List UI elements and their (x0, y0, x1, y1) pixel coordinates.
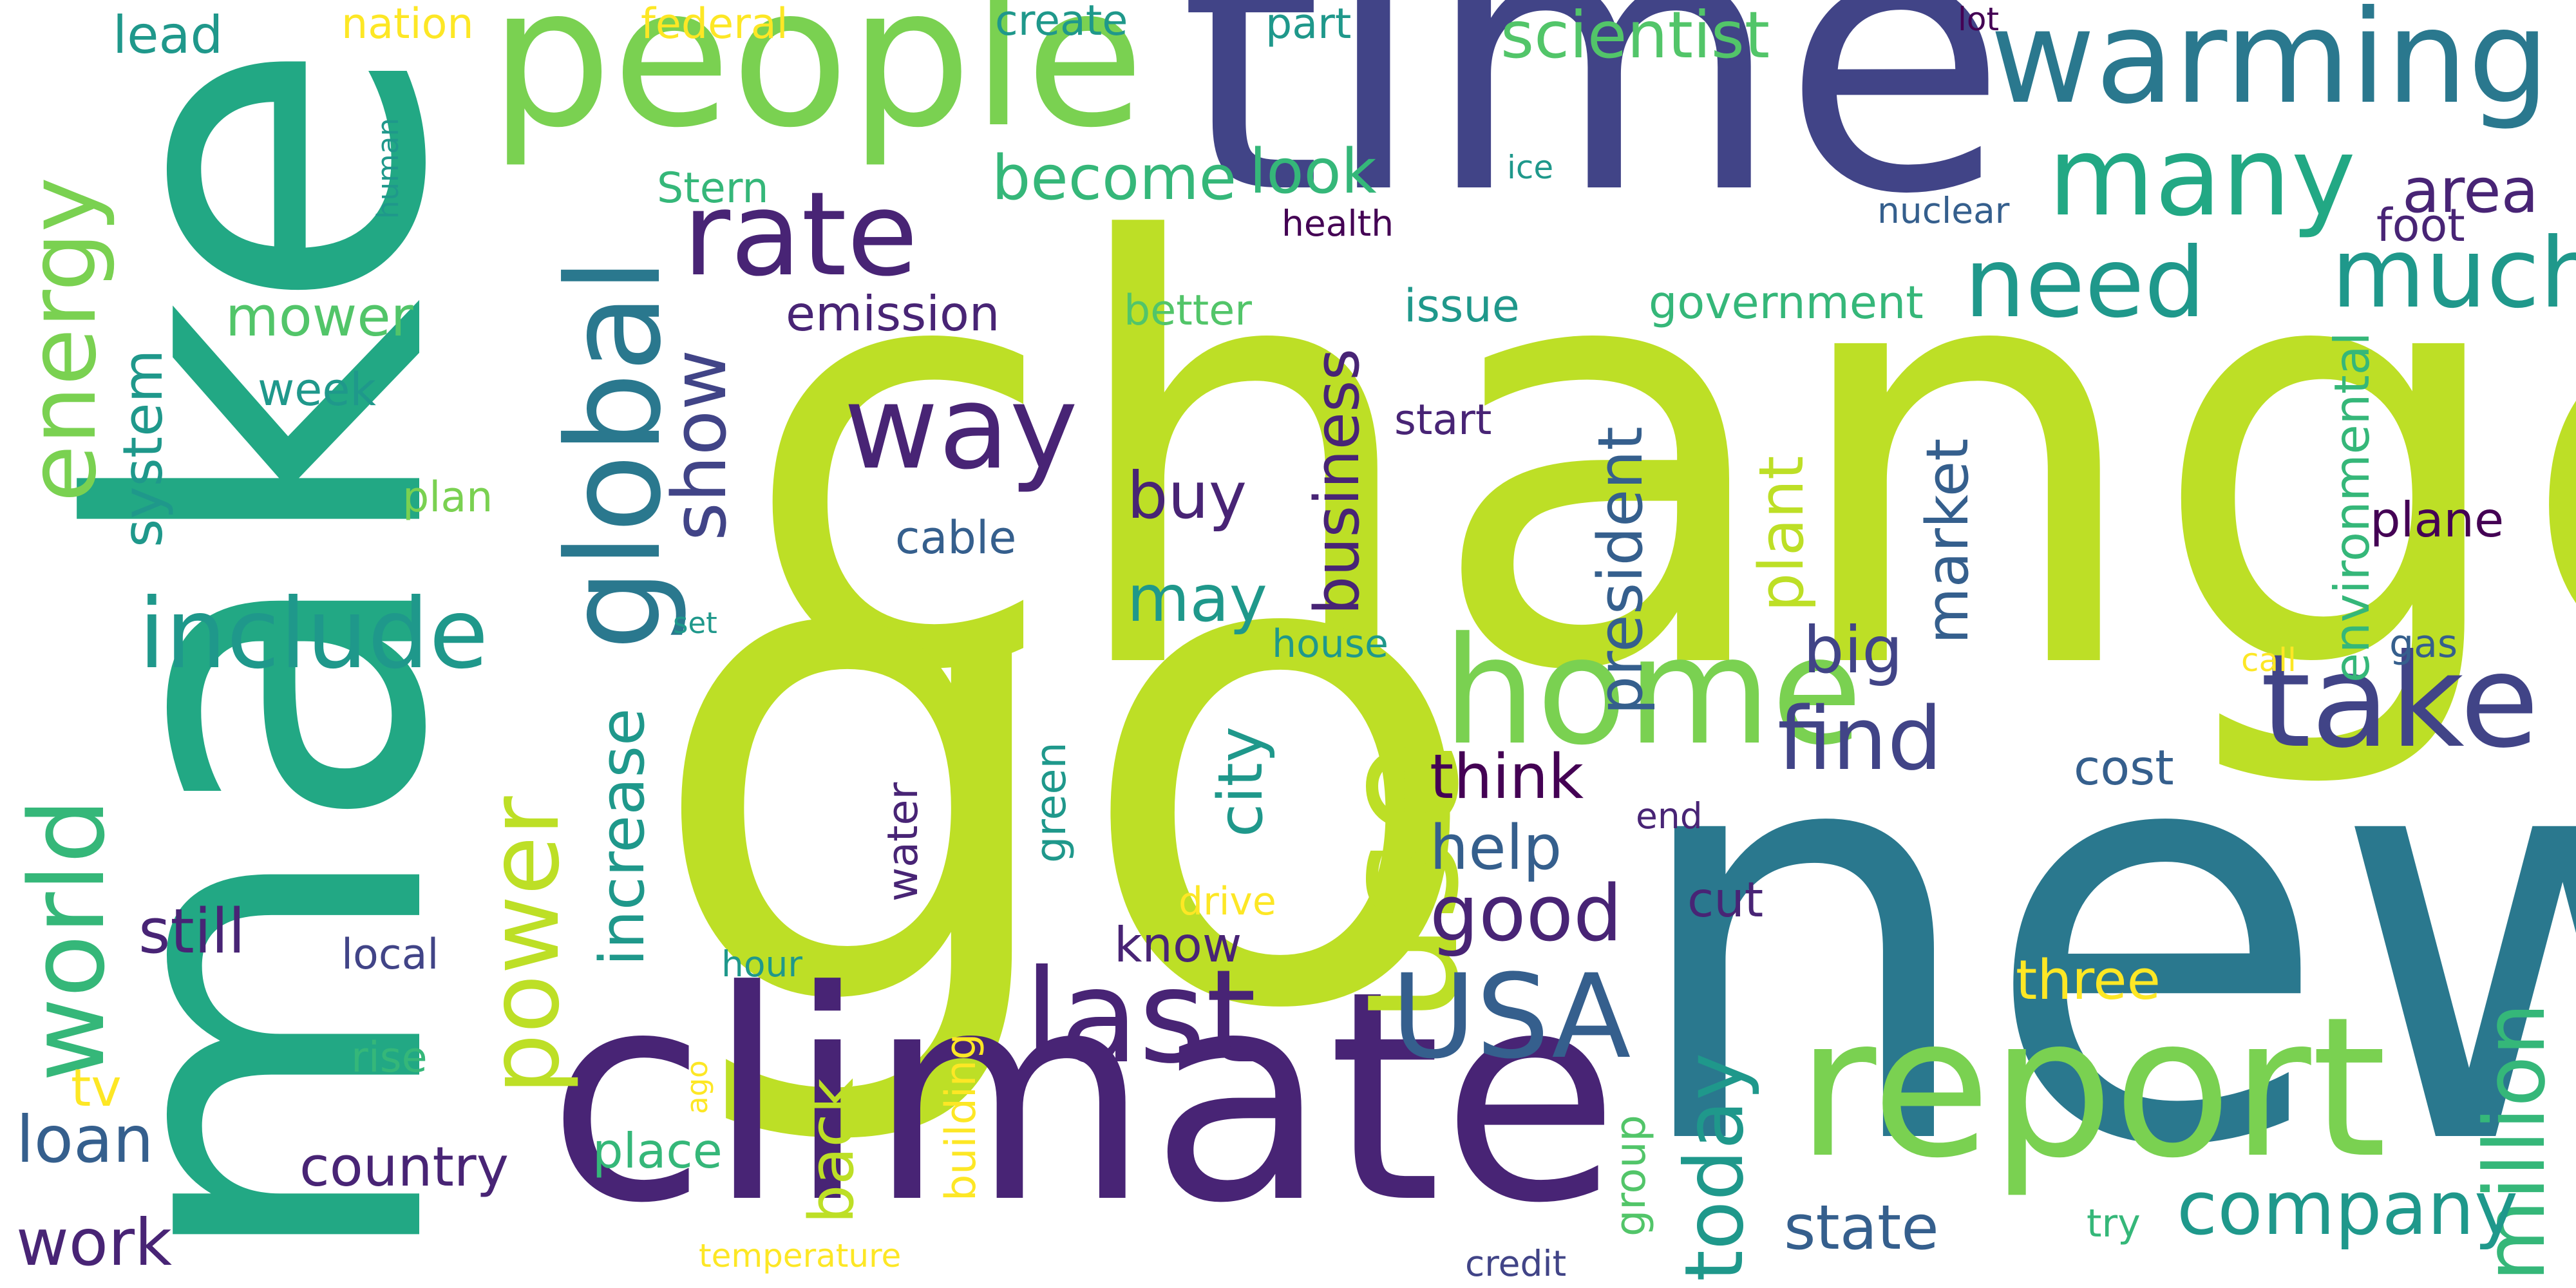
word-tv: tv (71, 1058, 122, 1118)
word-emission: emission (786, 285, 1000, 342)
word-state: state (1784, 1193, 1939, 1264)
word-lot: lot (1958, 1, 2000, 38)
word-plane: plane (2370, 491, 2505, 548)
word-find: find (1777, 688, 1943, 790)
word-drive: drive (1179, 879, 1276, 924)
word-energy: energy (8, 176, 117, 502)
word-create: create (995, 0, 1128, 45)
word-increase: increase (587, 708, 658, 966)
word-know: know (1114, 916, 1242, 973)
word-rise: rise (351, 1034, 428, 1082)
word-business: business (1302, 348, 1373, 615)
word-scientist: scientist (1501, 0, 1770, 73)
word-start: start (1394, 396, 1492, 444)
word-good: good (1430, 869, 1623, 959)
word-many: many (2048, 113, 2356, 241)
word-Stern: Stern (657, 164, 769, 213)
word-nuclear: nuclear (1877, 190, 2010, 231)
word-back: back (797, 1078, 867, 1224)
word-green: green (1027, 742, 1075, 863)
word-local: local (341, 931, 439, 979)
word-become: become (992, 143, 1237, 214)
word-new: new (1623, 610, 2576, 1270)
word-climate: climate (547, 929, 1620, 1267)
word-building: building (937, 1033, 985, 1201)
word-president: president (1586, 426, 1656, 715)
word-go: go (644, 369, 1487, 1157)
word-cost: cost (2074, 739, 2174, 796)
word-plan: plan (402, 473, 493, 522)
word-need: need (1964, 227, 2206, 339)
word-nation: nation (341, 0, 474, 48)
word-hour: hour (721, 943, 802, 985)
word-show: show (657, 349, 743, 541)
word-people: people (489, 0, 1144, 170)
word-water: water (879, 782, 927, 902)
word-take: take (2260, 627, 2539, 777)
word-include: include (138, 578, 489, 690)
word-call: call (2241, 641, 2297, 679)
word-mower: mower (225, 285, 413, 349)
word-help: help (1430, 813, 1562, 884)
word-today: today (1668, 1052, 1761, 1282)
word-human: human (371, 118, 405, 219)
word-city: city (1206, 726, 1276, 837)
word-still: still (138, 896, 245, 967)
word-credit: credit (1465, 1243, 1567, 1284)
word-end: end (1636, 795, 1703, 837)
word-may: may (1127, 561, 1267, 636)
word-three: three (2016, 949, 2161, 1012)
word-work: work (16, 1205, 172, 1280)
word-buy: buy (1127, 458, 1247, 533)
word-big: big (1803, 612, 1903, 688)
word-group: group (1607, 1115, 1655, 1236)
word-cut: cut (1687, 871, 1764, 928)
word-rate: rate (683, 167, 918, 302)
word-market: market (1914, 438, 1982, 644)
word-change: change (741, 123, 2576, 797)
word-environmental: environmental (2324, 332, 2380, 683)
word-house: house (1272, 621, 1388, 667)
word-cable: cable (895, 511, 1017, 564)
word-loan: loan (16, 1102, 154, 1177)
word-way: way (844, 361, 1079, 495)
word-better: better (1124, 287, 1252, 335)
word-ice: ice (1507, 149, 1554, 186)
word-lead: lead (113, 5, 223, 65)
word-warming: warming (1990, 0, 2550, 133)
word-gas: gas (2389, 621, 2458, 667)
word-world: world (7, 798, 128, 1082)
word-place: place (592, 1122, 723, 1179)
word-USA: USA (1391, 950, 1631, 1084)
word-foot: foot (2376, 199, 2465, 252)
word-much: much (2331, 218, 2576, 330)
word-part: part (1265, 0, 1352, 48)
word-think: think (1430, 742, 1584, 813)
word-report: report (1797, 976, 2387, 1200)
word-federal: federal (641, 0, 788, 48)
word-try: try (2087, 1201, 2141, 1246)
word-ago: ago (680, 1060, 714, 1114)
word-temperature: temperature (699, 1237, 902, 1274)
word-country: country (299, 1135, 509, 1199)
word-government: government (1649, 276, 1924, 329)
word-plant: plant (1747, 455, 1817, 612)
word-system: system (111, 349, 175, 547)
word-look: look (1249, 137, 1377, 207)
word-company: company (2177, 1166, 2519, 1252)
word-set: set (673, 606, 717, 640)
word-health: health (1282, 203, 1394, 244)
word-issue: issue (1404, 279, 1520, 332)
word-week: week (258, 363, 376, 416)
word-last: last (1024, 942, 1256, 1092)
word-time: time (1179, 0, 2008, 274)
word-power: power (469, 796, 581, 1095)
word-home: home (1443, 606, 1863, 778)
word-area: area (2402, 156, 2539, 227)
